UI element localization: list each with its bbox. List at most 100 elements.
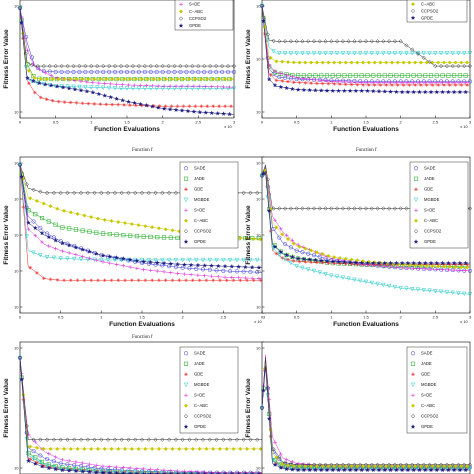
data-point xyxy=(193,104,198,108)
data-point xyxy=(382,89,388,94)
data-point xyxy=(330,79,335,84)
data-point xyxy=(123,278,127,283)
data-point xyxy=(440,73,445,78)
data-point xyxy=(134,471,140,474)
legend-marker xyxy=(410,382,416,388)
data-point xyxy=(271,206,276,211)
data-point xyxy=(95,85,100,90)
data-point xyxy=(440,89,445,95)
data-point xyxy=(47,244,51,248)
data-point xyxy=(102,81,107,86)
data-point xyxy=(107,69,112,75)
data-point xyxy=(95,69,100,75)
data-point xyxy=(398,206,403,211)
data-point xyxy=(438,63,444,69)
data-point xyxy=(365,80,370,85)
data-point xyxy=(313,77,318,82)
data-point xyxy=(401,83,406,87)
data-point xyxy=(160,63,165,69)
data-point xyxy=(65,63,70,69)
data-point xyxy=(74,460,78,464)
data-point xyxy=(122,77,127,82)
data-point xyxy=(311,462,317,467)
data-point xyxy=(300,265,305,271)
data-point xyxy=(53,69,58,75)
data-point xyxy=(427,462,432,467)
data-point xyxy=(296,76,300,80)
data-point xyxy=(112,63,118,69)
data-point xyxy=(411,89,416,95)
data-point xyxy=(80,247,86,252)
data-point xyxy=(358,206,363,211)
data-point xyxy=(162,270,166,274)
legend-label: GPDE xyxy=(424,239,436,244)
data-point xyxy=(284,466,289,472)
data-point xyxy=(389,60,395,65)
data-point xyxy=(406,266,410,270)
data-point xyxy=(442,83,446,87)
data-point xyxy=(190,69,195,75)
data-point xyxy=(410,462,415,467)
data-point xyxy=(406,80,410,85)
data-point xyxy=(33,233,38,238)
data-point xyxy=(189,272,193,277)
series-8 xyxy=(261,5,470,95)
data-point xyxy=(323,462,328,467)
data-point xyxy=(231,69,237,75)
legend-label: GDE xyxy=(194,372,203,377)
legend-label: GPDE xyxy=(421,424,433,429)
series-8 xyxy=(19,164,265,270)
data-point xyxy=(405,89,411,95)
legend-label: S=DE xyxy=(424,208,435,213)
data-point xyxy=(457,73,462,78)
data-point xyxy=(378,60,383,65)
legend-label: C−ABC xyxy=(421,2,435,7)
data-point xyxy=(116,102,120,107)
data-point xyxy=(274,59,279,64)
legend-label: S=DE xyxy=(194,208,205,213)
series-line xyxy=(19,357,264,474)
data-point xyxy=(38,76,43,81)
data-point xyxy=(337,255,343,261)
data-point xyxy=(265,385,270,390)
data-point xyxy=(251,236,256,241)
data-point xyxy=(370,467,376,473)
data-point xyxy=(358,79,363,84)
data-point xyxy=(375,462,380,467)
data-point xyxy=(423,267,428,271)
data-point xyxy=(19,174,25,179)
data-point xyxy=(306,39,311,44)
data-point xyxy=(228,269,233,274)
data-point xyxy=(309,60,314,65)
data-point xyxy=(427,59,432,65)
data-point xyxy=(31,78,36,83)
data-point xyxy=(277,206,282,211)
data-point xyxy=(134,234,139,239)
data-point xyxy=(96,91,102,96)
data-point xyxy=(59,63,64,69)
data-point xyxy=(196,69,201,75)
data-point xyxy=(155,467,160,472)
data-point xyxy=(230,275,234,280)
data-point xyxy=(404,43,409,48)
legend-label: GDE xyxy=(424,187,433,192)
data-point xyxy=(399,260,405,266)
data-point xyxy=(433,289,438,294)
legend-label: C−ABC xyxy=(194,403,208,408)
x-axis-label: Function Evaluations xyxy=(94,126,160,133)
data-point xyxy=(197,109,203,115)
data-point xyxy=(102,446,107,451)
data-point xyxy=(346,78,351,83)
data-point xyxy=(342,73,347,78)
legend-box xyxy=(406,346,468,434)
data-point xyxy=(363,466,369,472)
data-point xyxy=(48,82,54,88)
y-axis-label: Fitness Error Value xyxy=(245,29,252,89)
series-8 xyxy=(261,170,470,266)
data-point xyxy=(337,464,343,469)
data-point xyxy=(221,111,226,116)
data-point xyxy=(184,86,189,91)
data-point xyxy=(221,437,226,442)
data-point xyxy=(192,84,196,88)
